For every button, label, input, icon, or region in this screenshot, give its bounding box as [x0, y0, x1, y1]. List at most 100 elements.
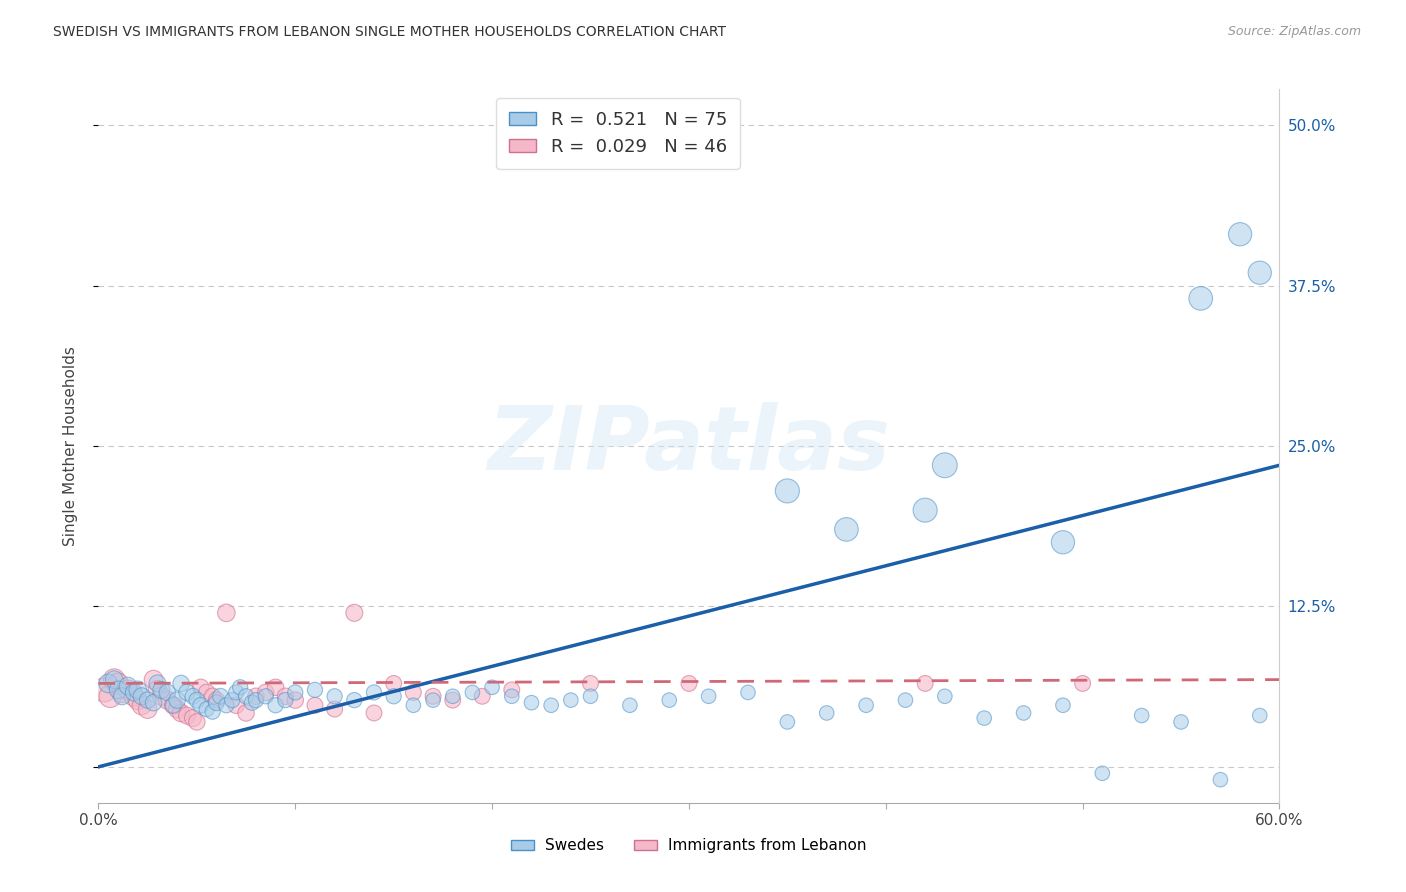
Point	[501, 690, 523, 704]
Point	[170, 676, 193, 690]
Point	[205, 693, 228, 707]
Point	[176, 708, 198, 723]
Point	[162, 698, 184, 713]
Point	[181, 711, 204, 725]
Point	[264, 681, 287, 695]
Point	[209, 690, 232, 704]
Text: SWEDISH VS IMMIGRANTS FROM LEBANON SINGLE MOTHER HOUSEHOLDS CORRELATION CHART: SWEDISH VS IMMIGRANTS FROM LEBANON SINGL…	[53, 25, 727, 39]
Point	[131, 690, 153, 704]
Point	[914, 676, 936, 690]
Point	[1170, 714, 1192, 729]
Legend: Swedes, Immigrants from Lebanon: Swedes, Immigrants from Lebanon	[505, 832, 873, 859]
Point	[93, 682, 115, 697]
Point	[127, 693, 149, 707]
Point	[520, 696, 543, 710]
Point	[122, 685, 145, 699]
Text: Source: ZipAtlas.com: Source: ZipAtlas.com	[1227, 25, 1361, 38]
Point	[235, 706, 257, 720]
Point	[1052, 535, 1074, 549]
Point	[205, 696, 228, 710]
Point	[343, 693, 366, 707]
Point	[111, 685, 134, 699]
Point	[142, 673, 165, 687]
Point	[934, 458, 956, 473]
Point	[162, 698, 184, 713]
Point	[150, 690, 173, 704]
Point	[934, 690, 956, 704]
Point	[284, 693, 307, 707]
Point	[201, 690, 224, 704]
Point	[131, 698, 153, 713]
Point	[122, 690, 145, 704]
Point	[1071, 676, 1094, 690]
Point	[323, 702, 346, 716]
Y-axis label: Single Mother Households: Single Mother Households	[63, 346, 77, 546]
Point	[1209, 772, 1232, 787]
Point	[245, 690, 267, 704]
Point	[254, 690, 277, 704]
Point	[402, 698, 425, 713]
Point	[186, 693, 208, 707]
Point	[579, 676, 602, 690]
Point	[835, 523, 858, 537]
Point	[579, 690, 602, 704]
Point	[166, 693, 188, 707]
Point	[225, 685, 247, 699]
Point	[619, 698, 641, 713]
Point	[170, 706, 193, 720]
Point	[136, 702, 159, 716]
Point	[254, 685, 277, 699]
Point	[697, 690, 720, 704]
Point	[1189, 292, 1212, 306]
Point	[176, 685, 198, 699]
Point	[1052, 698, 1074, 713]
Point	[540, 698, 562, 713]
Point	[441, 693, 464, 707]
Point	[363, 706, 385, 720]
Point	[111, 690, 134, 704]
Point	[221, 693, 243, 707]
Point	[103, 673, 125, 687]
Point	[304, 682, 326, 697]
Point	[225, 698, 247, 713]
Point	[274, 693, 297, 707]
Point	[181, 690, 204, 704]
Point	[166, 702, 188, 716]
Point	[240, 696, 263, 710]
Point	[481, 681, 503, 695]
Point	[107, 676, 129, 690]
Point	[195, 685, 218, 699]
Point	[1229, 227, 1251, 242]
Point	[150, 682, 173, 697]
Point	[1130, 708, 1153, 723]
Point	[136, 693, 159, 707]
Point	[363, 685, 385, 699]
Point	[402, 685, 425, 699]
Text: ZIPatlas: ZIPatlas	[488, 402, 890, 490]
Point	[973, 711, 995, 725]
Point	[323, 690, 346, 704]
Point	[107, 682, 129, 697]
Point	[156, 685, 179, 699]
Point	[776, 483, 799, 498]
Point	[245, 693, 267, 707]
Point	[658, 693, 681, 707]
Point	[103, 673, 125, 687]
Point	[461, 685, 484, 699]
Point	[1249, 708, 1271, 723]
Point	[501, 682, 523, 697]
Point	[1249, 266, 1271, 280]
Point	[235, 690, 257, 704]
Point	[1091, 766, 1114, 780]
Point	[422, 693, 444, 707]
Point	[284, 685, 307, 699]
Point	[98, 690, 121, 704]
Point	[186, 714, 208, 729]
Point	[156, 693, 179, 707]
Point	[195, 702, 218, 716]
Point	[471, 690, 494, 704]
Point	[304, 698, 326, 713]
Point	[146, 676, 169, 690]
Point	[127, 682, 149, 697]
Point	[190, 681, 212, 695]
